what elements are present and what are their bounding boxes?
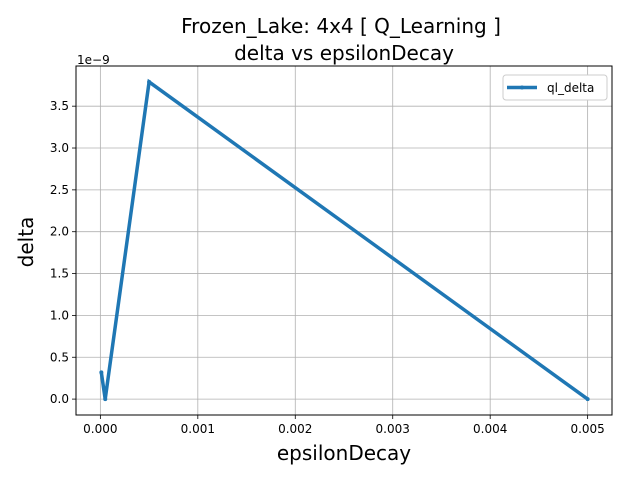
x-axis-label: epsilonDecay [277, 441, 411, 465]
y-tick-label: 3.5 [50, 99, 69, 113]
data-point [585, 397, 590, 402]
grid [76, 66, 612, 415]
series-layer [99, 78, 590, 402]
x-tick-label: 0.003 [376, 422, 410, 436]
x-tick-label: 0.004 [473, 422, 507, 436]
data-point [103, 397, 108, 402]
legend: ql_delta [502, 74, 608, 101]
data-point [147, 79, 152, 84]
legend-marker [520, 85, 524, 90]
x-tick-label: 0.002 [278, 422, 312, 436]
x-tick-label: 0.000 [83, 422, 117, 436]
y-tick-label: 0.0 [50, 392, 69, 406]
y-tick-label: 1.0 [50, 308, 69, 322]
x-tick-label: 0.005 [570, 422, 604, 436]
data-point [99, 370, 104, 375]
legend-box [502, 74, 608, 101]
y-offset-label: 1e−9 [77, 53, 110, 67]
y-axis-label: delta [14, 217, 38, 268]
chart-title-line-2: delta vs epsilonDecay [234, 41, 454, 65]
series-line [99, 78, 589, 401]
axis-ticks: 0.000 0.001 0.002 0.003 0.004 0.005 0.0 0.5 1.0 1… [50, 99, 605, 436]
legend-label: ql_delta [547, 81, 594, 95]
x-tick-label: 0.001 [181, 422, 215, 436]
y-tick-label: 2.0 [50, 225, 69, 239]
y-tick-label: 0.5 [50, 350, 69, 364]
plot-area [75, 65, 613, 416]
y-tick-label: 3.0 [50, 141, 69, 155]
y-tick-label: 2.5 [50, 183, 69, 197]
y-tick-label: 1.5 [50, 267, 69, 281]
chart-title-line-1: Frozen_Lake: 4x4 [ Q_Learning ] [181, 14, 501, 38]
